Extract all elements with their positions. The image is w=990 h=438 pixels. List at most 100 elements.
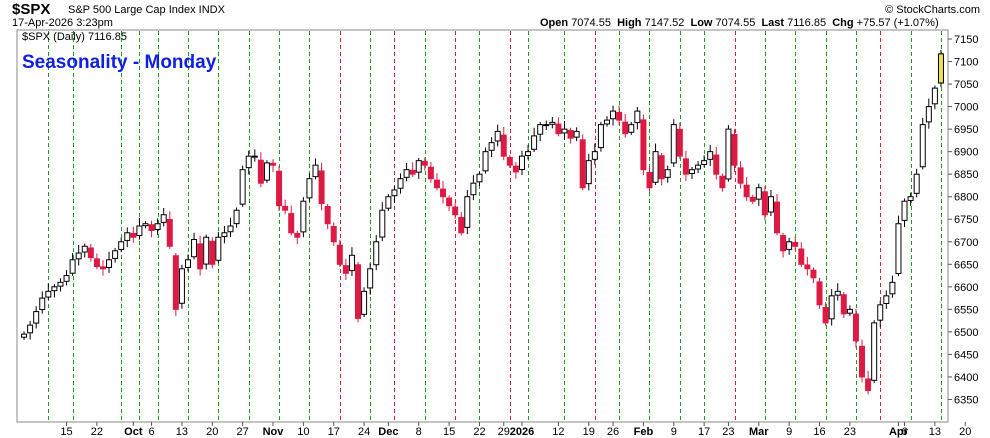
- candle-68: [433, 173, 440, 191]
- candle-34: [227, 217, 234, 238]
- xtick-label-10: 24: [358, 426, 370, 438]
- xtick-label-12: 8: [416, 426, 422, 438]
- candle-125: [780, 232, 787, 258]
- ytick-label-1: 6400: [954, 372, 978, 384]
- ytick-label-0: 6350: [954, 394, 978, 406]
- candle-18: [130, 226, 137, 243]
- candle-25: [172, 253, 179, 317]
- candle-95: [597, 121, 604, 152]
- candle-134: [834, 283, 841, 301]
- candle-148: [919, 117, 926, 170]
- candle-27: [184, 254, 191, 272]
- candle-33: [221, 226, 228, 244]
- ytick-label-13: 7000: [954, 102, 978, 114]
- candle-17: [124, 227, 131, 248]
- candle-31: [209, 237, 216, 269]
- candle-91: [573, 127, 580, 142]
- candle-118: [737, 161, 744, 189]
- timestamp: 17-Apr-2026 3:23pm: [12, 17, 113, 29]
- candle-44: [288, 205, 295, 236]
- candle-141: [877, 300, 884, 327]
- ytick-label-10: 6850: [954, 169, 978, 181]
- candle-5: [51, 284, 58, 298]
- brand-credit: © StockCharts.com: [885, 4, 980, 16]
- ytick-label-16: 7150: [954, 34, 978, 46]
- candle-87: [549, 116, 556, 129]
- candle-108: [676, 122, 683, 159]
- candle-104: [652, 143, 659, 185]
- candle-103: [646, 165, 653, 192]
- xtick-label-9: 17: [328, 426, 340, 438]
- candle-105: [658, 153, 665, 186]
- xtick-label-14: 22: [473, 426, 485, 438]
- candle-113: [707, 144, 714, 167]
- low-value: 7074.55: [715, 17, 756, 29]
- candle-26: [178, 264, 185, 309]
- candle-43: [282, 199, 289, 215]
- candle-63: [403, 162, 410, 182]
- xtick-label-0: 15: [60, 426, 72, 438]
- candle-2: [33, 306, 40, 329]
- candle-62: [397, 173, 404, 194]
- xtick-label-27: 23: [844, 426, 856, 438]
- candle-48: [312, 158, 319, 180]
- candle-72: [458, 212, 465, 236]
- candle-28: [191, 232, 198, 260]
- candle-84: [531, 127, 538, 152]
- candle-7: [63, 270, 70, 286]
- candle-24: [166, 211, 173, 249]
- candle-0: [21, 331, 28, 340]
- candle-57: [367, 263, 374, 295]
- xtick-label-6: 27: [237, 426, 249, 438]
- candle-22: [154, 218, 161, 235]
- candle-46: [300, 197, 307, 238]
- xtick-label-26: 16: [813, 426, 825, 438]
- candle-107: [670, 119, 677, 167]
- candle-80: [506, 154, 513, 168]
- xtick-label-21: 9: [671, 426, 677, 438]
- chg-value: +75.57 (+1.07%): [856, 17, 939, 29]
- candle-109: [682, 150, 689, 181]
- candle-127: [792, 237, 799, 251]
- candle-1: [27, 321, 34, 340]
- ytick-label-6: 6650: [954, 259, 978, 271]
- candles: [21, 49, 944, 395]
- candle-89: [561, 121, 568, 140]
- ytick-label-9: 6800: [954, 192, 978, 204]
- ytick-label-3: 6500: [954, 327, 978, 339]
- candle-88: [555, 117, 562, 137]
- candle-56: [361, 287, 368, 318]
- ticker-description: S&P 500 Large Cap Index INDX: [68, 4, 225, 16]
- candle-120: [749, 194, 756, 204]
- candle-60: [385, 194, 392, 211]
- ytick-label-2: 6450: [954, 349, 978, 361]
- candle-75: [476, 171, 483, 186]
- candle-74: [470, 175, 477, 201]
- candle-77: [488, 137, 495, 158]
- candle-151: [937, 49, 944, 88]
- xtick-label-16: 2026: [510, 426, 534, 438]
- xtick-label-5: 20: [206, 426, 218, 438]
- candle-12: [93, 253, 100, 270]
- xtick-label-23: 23: [722, 426, 734, 438]
- candle-49: [318, 162, 325, 211]
- xtick-label-8: 10: [297, 426, 309, 438]
- candle-110: [688, 166, 695, 179]
- candle-36: [239, 165, 246, 207]
- candle-71: [452, 203, 459, 219]
- candle-14: [106, 251, 113, 273]
- candle-70: [446, 195, 453, 212]
- candle-114: [713, 146, 720, 180]
- candle-19: [136, 217, 143, 240]
- last-value: 7116.85: [787, 17, 827, 29]
- candle-42: [276, 165, 283, 212]
- candle-55: [355, 262, 362, 323]
- candle-115: [719, 173, 726, 192]
- candle-97: [610, 105, 617, 126]
- candle-69: [440, 180, 447, 204]
- xtick-label-25: 9: [786, 426, 792, 438]
- candle-122: [761, 186, 768, 221]
- ytick-label-11: 6900: [954, 147, 978, 159]
- candle-6: [57, 278, 64, 292]
- ytick-label-12: 6950: [954, 124, 978, 136]
